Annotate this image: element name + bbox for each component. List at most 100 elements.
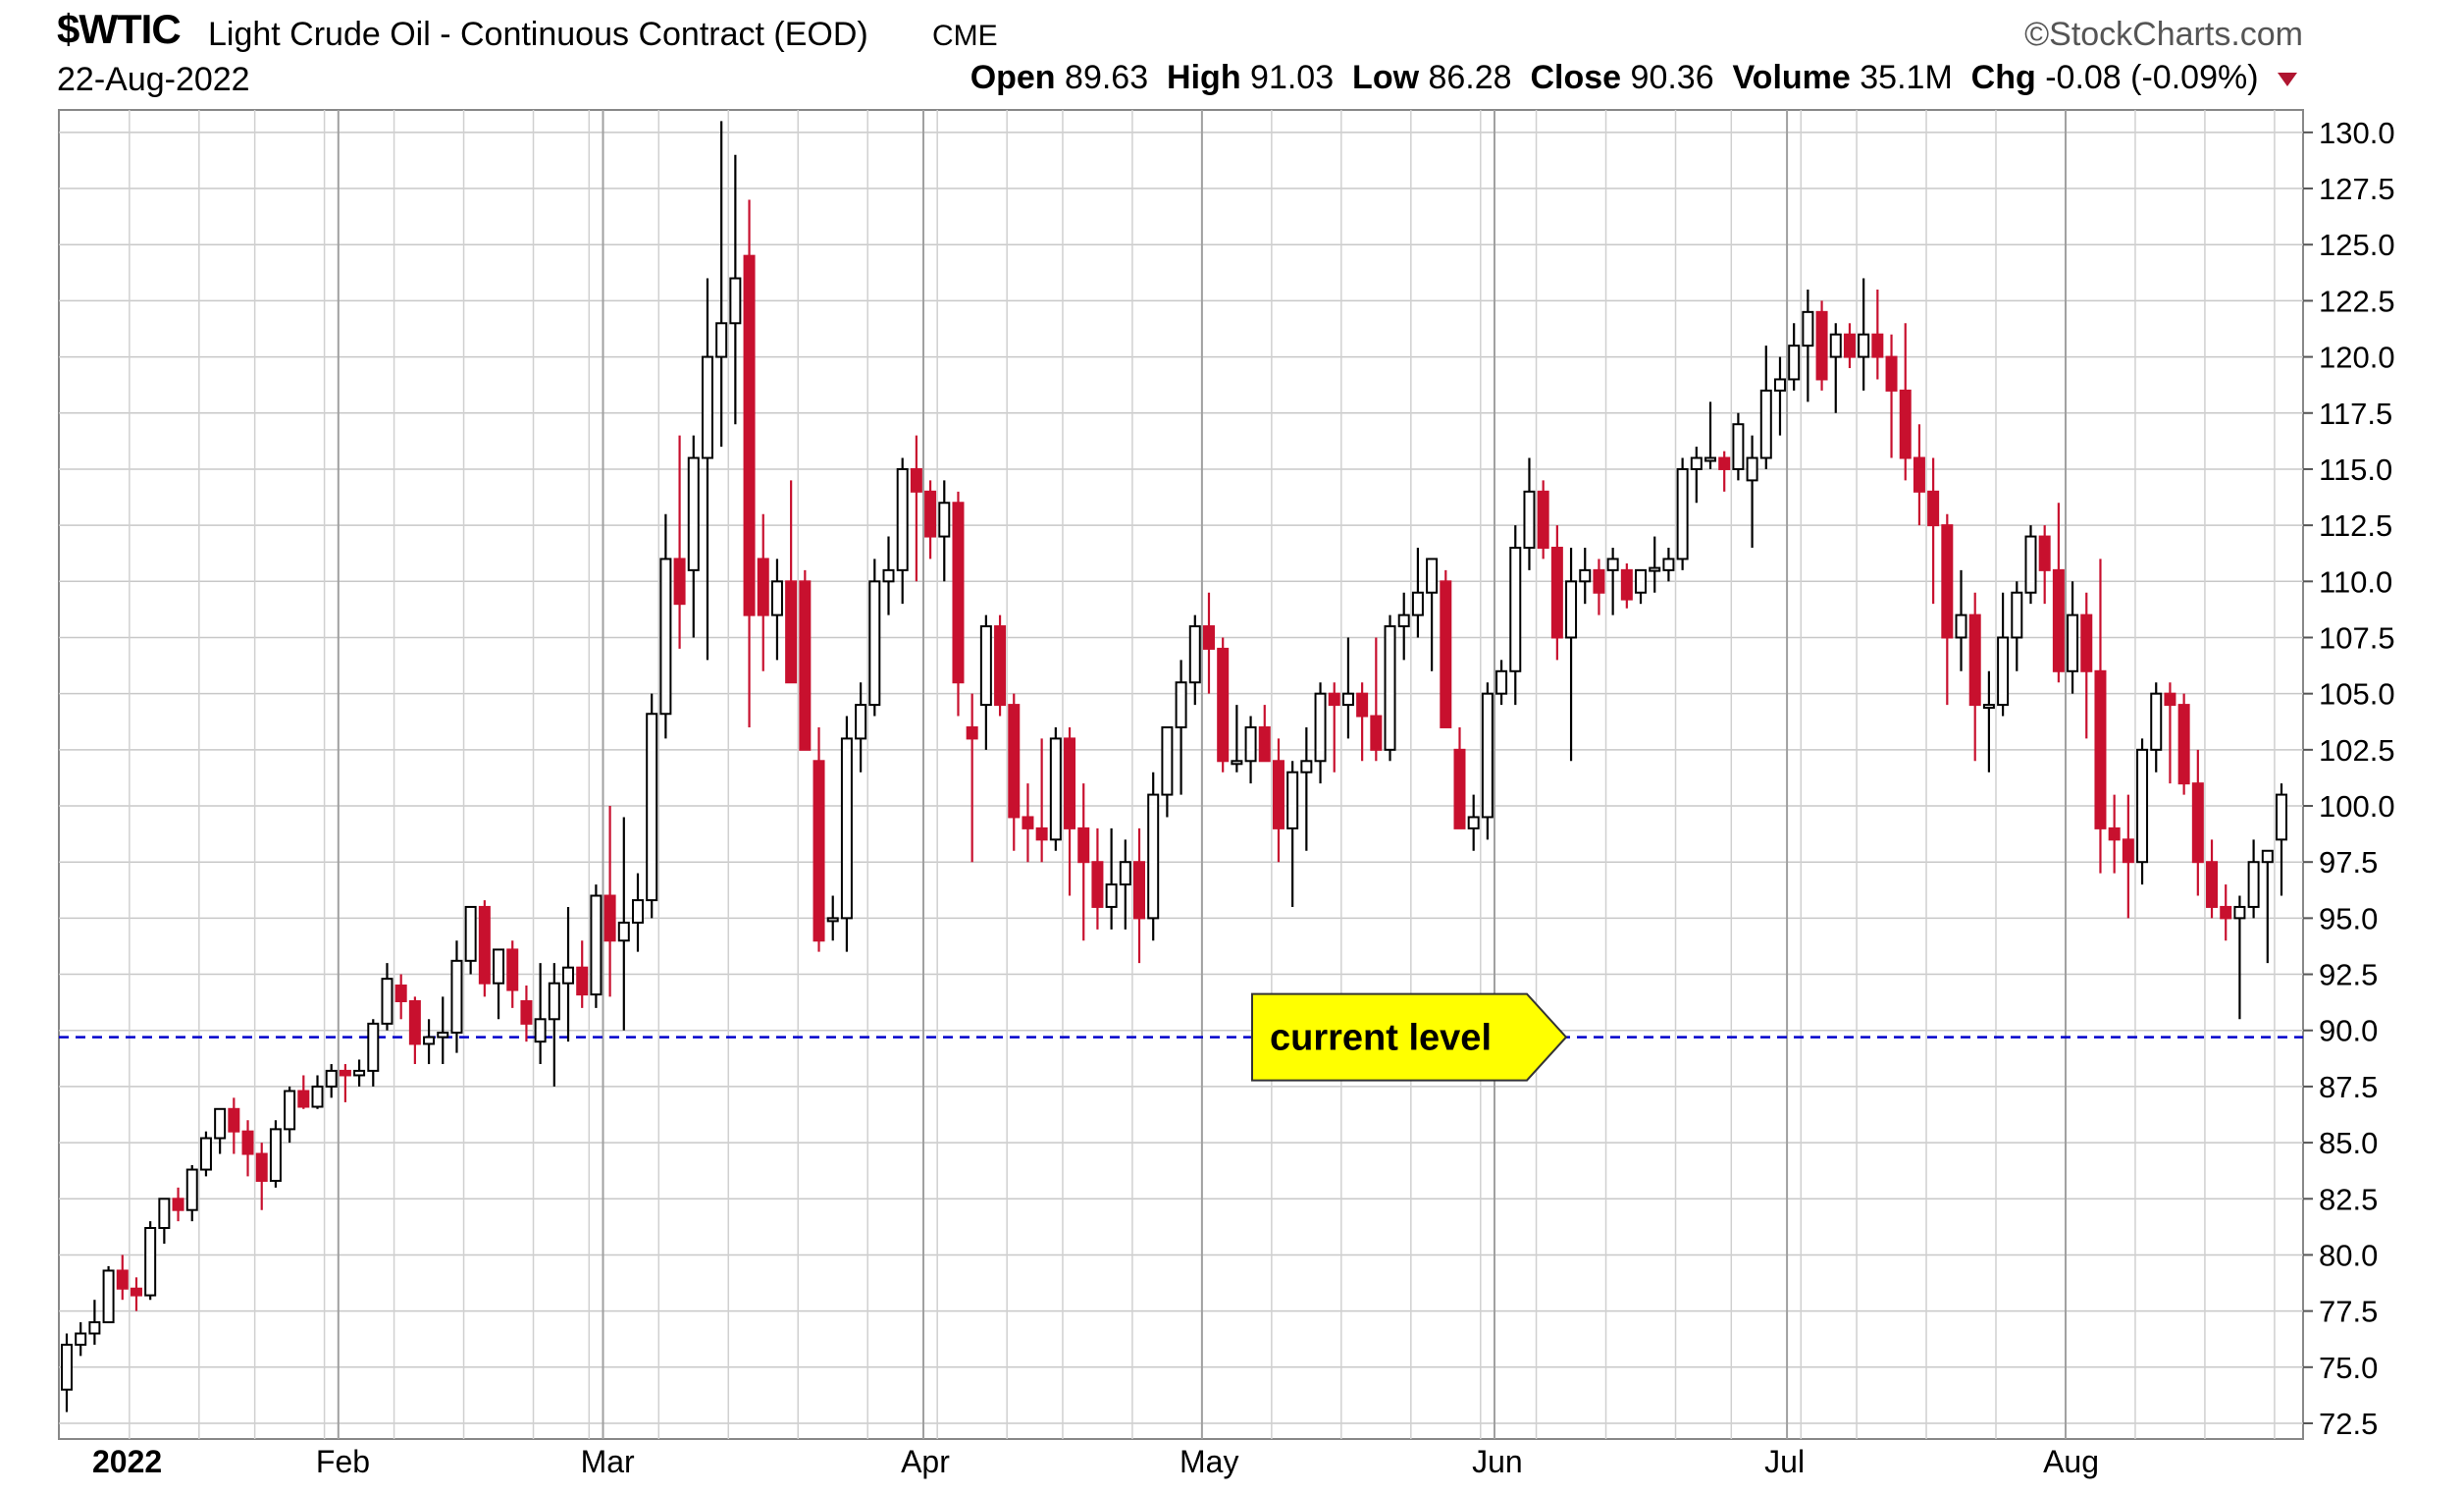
candle-body xyxy=(1899,389,1912,459)
candle xyxy=(1467,794,1480,851)
y-axis: 72.5 75.0 77.5 80.0 82.5 85.0 87.5 90.0 92.5 95.0… xyxy=(2303,116,2395,1441)
low-value: 86.28 xyxy=(1428,59,1512,96)
candle xyxy=(1064,726,1076,896)
candle xyxy=(1662,547,1675,582)
candle xyxy=(2122,794,2134,919)
volume-value: 35.1M xyxy=(1860,59,1953,96)
candle xyxy=(1258,705,1271,763)
high-label: High xyxy=(1167,59,1241,96)
candle-body xyxy=(2233,905,2246,920)
candle xyxy=(576,940,589,1008)
candle-body xyxy=(1356,692,1369,718)
candle-body xyxy=(353,1069,366,1077)
candle xyxy=(701,278,713,661)
candle xyxy=(1982,670,1995,773)
x-tick-label: Mar xyxy=(581,1444,635,1479)
candle xyxy=(199,1131,212,1177)
candle xyxy=(339,1064,351,1102)
open-value: 89.63 xyxy=(1065,59,1149,96)
candle-body xyxy=(1049,737,1062,841)
candle xyxy=(1105,827,1118,930)
candle xyxy=(1802,289,1814,402)
candle-body xyxy=(1885,355,1898,392)
candle xyxy=(1885,334,1898,458)
candle-body xyxy=(1341,692,1354,707)
candle-body xyxy=(1328,692,1340,707)
candle-body xyxy=(130,1287,142,1297)
candle xyxy=(1690,447,1703,504)
y-tick-label: 110.0 xyxy=(2319,564,2392,599)
candle-body xyxy=(938,502,951,538)
candle xyxy=(2177,693,2190,795)
candle xyxy=(1815,300,1828,391)
y-tick-label: 97.5 xyxy=(2319,845,2378,880)
candle-body xyxy=(1746,456,1758,482)
candle-body xyxy=(2052,568,2065,672)
candle xyxy=(1843,323,1856,369)
candle xyxy=(1858,278,1870,391)
candle xyxy=(1049,726,1062,851)
candle-body xyxy=(770,580,783,616)
candle xyxy=(826,895,839,941)
candle xyxy=(1341,637,1354,739)
x-tick-label: Feb xyxy=(316,1444,370,1479)
candle xyxy=(646,693,658,919)
candle-body xyxy=(1440,580,1452,728)
candle-body xyxy=(311,1085,324,1108)
candle-body xyxy=(158,1198,171,1230)
candle-body xyxy=(2108,826,2121,841)
candle xyxy=(1635,568,1648,605)
candle xyxy=(1022,783,1034,863)
candle xyxy=(1161,725,1174,818)
candle-body xyxy=(1815,310,1828,381)
candle xyxy=(882,536,895,615)
candle-body xyxy=(1802,310,1814,347)
candle-body xyxy=(1997,636,2010,707)
candle xyxy=(994,614,1007,717)
open-label: Open xyxy=(970,59,1056,96)
candle-body xyxy=(61,1343,73,1391)
candle-body xyxy=(910,467,922,493)
candle-body xyxy=(1314,692,1327,763)
candle-body xyxy=(1397,613,1410,628)
candle xyxy=(464,905,477,975)
close-label: Close xyxy=(1530,59,1622,96)
candle xyxy=(548,963,560,1087)
change-value: -0.08 (-0.09%) xyxy=(2045,59,2259,96)
candle-body xyxy=(1286,771,1299,829)
candle xyxy=(659,513,672,739)
candle-body xyxy=(868,580,881,707)
candle xyxy=(938,480,951,582)
candle-body xyxy=(1662,558,1675,571)
candle-body xyxy=(75,1332,87,1346)
candle-body xyxy=(102,1269,115,1324)
candle xyxy=(1829,323,1842,413)
candle xyxy=(799,569,812,751)
x-tick-label: Aug xyxy=(2043,1444,2099,1479)
candle-body xyxy=(1426,558,1439,594)
y-tick-label: 80.0 xyxy=(2319,1238,2378,1272)
candle-body xyxy=(1022,816,1034,829)
candle xyxy=(1759,346,1772,469)
candle xyxy=(1955,569,1967,671)
candle xyxy=(1941,513,1954,706)
candle xyxy=(241,1120,254,1177)
candle xyxy=(743,199,756,727)
y-tick-label: 127.5 xyxy=(2319,172,2395,206)
candle-body xyxy=(1773,378,1786,392)
candle xyxy=(1231,705,1243,773)
candle xyxy=(2067,581,2079,694)
candle xyxy=(1370,637,1383,762)
candle xyxy=(1077,783,1090,941)
candle-body xyxy=(799,580,812,751)
candle xyxy=(116,1254,129,1301)
candle-body xyxy=(1175,681,1187,728)
candle-body xyxy=(255,1152,268,1182)
candle-body xyxy=(2177,704,2190,785)
candle xyxy=(1746,435,1758,548)
y-tick-label: 72.5 xyxy=(2319,1407,2378,1441)
candle xyxy=(1606,547,1619,615)
candle-body xyxy=(1523,490,1536,549)
